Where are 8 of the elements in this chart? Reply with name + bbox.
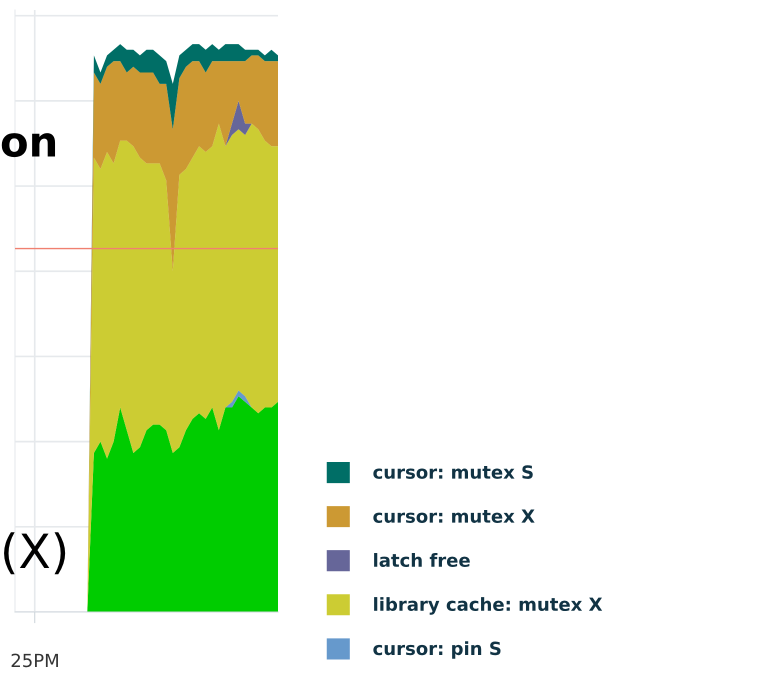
legend-label: cursor: pin S: [373, 641, 501, 659]
legend-label: cursor: mutex S: [373, 465, 533, 479]
legend-label: library cache: mutex X: [374, 597, 602, 615]
text: 25PM: [12, 654, 58, 668]
legend-label: cursor: mutex X: [373, 510, 535, 523]
text: on: [2, 133, 56, 158]
legend-label: latch free: [374, 553, 470, 567]
annotation: (X): [4, 532, 66, 574]
